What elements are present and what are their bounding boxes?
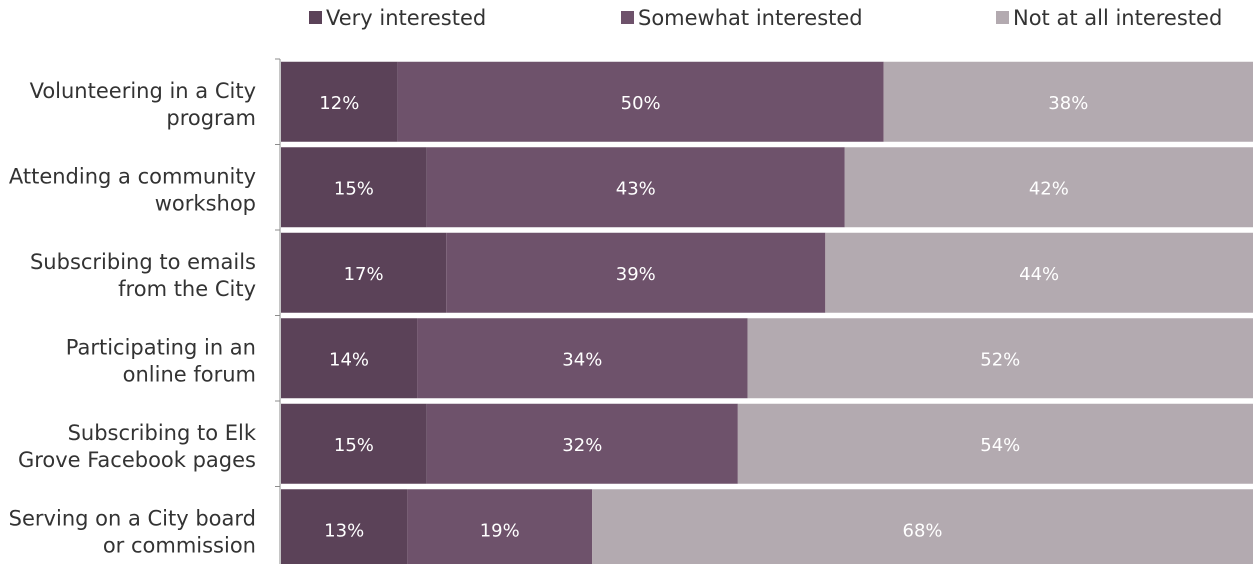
category-label: Volunteering in a City program xyxy=(30,79,256,130)
data-label: 50% xyxy=(621,93,661,114)
data-label: 42% xyxy=(1029,178,1069,199)
data-label: 15% xyxy=(334,178,374,199)
category-labels: Volunteering in a City program Attending a… xyxy=(9,79,257,558)
data-label: 44% xyxy=(1019,264,1059,285)
bar-segment xyxy=(281,61,398,142)
legend-swatch xyxy=(996,11,1009,24)
bars: 12% 50% 38% 15% 43% 42% 17% 39% 44% 14% 34% 52% 15% 3… xyxy=(281,61,1253,564)
category-label: Subscribing to emails from the City xyxy=(30,250,256,301)
category-axis xyxy=(275,58,281,564)
data-label: 15% xyxy=(334,435,374,456)
legend-item: Not at all interested xyxy=(996,6,1222,30)
legend-swatch xyxy=(309,11,322,24)
data-label: 32% xyxy=(562,435,602,456)
bar-segment xyxy=(426,403,738,484)
bar-segment xyxy=(747,318,1253,399)
bar-segment xyxy=(844,147,1253,228)
legend-item: Somewhat interested xyxy=(621,6,863,30)
data-label: 34% xyxy=(562,349,602,370)
bar-segment xyxy=(426,147,845,228)
data-label: 68% xyxy=(903,520,943,541)
legend-item: Very interested xyxy=(309,6,486,30)
bar-segment xyxy=(446,232,826,313)
legend-label: Very interested xyxy=(326,6,486,30)
legend-label: Somewhat interested xyxy=(638,6,863,30)
bar-segment xyxy=(281,232,447,313)
bar-segment xyxy=(281,403,427,484)
bar-segment xyxy=(281,489,408,564)
category-label: Participating in an online forum xyxy=(66,335,256,386)
legend: Very interested Somewhat interested Not at… xyxy=(309,6,1222,30)
bar-segment xyxy=(281,318,418,399)
data-label: 39% xyxy=(616,264,656,285)
bar-segment xyxy=(825,232,1253,313)
data-label: 54% xyxy=(980,435,1020,456)
bar-segment xyxy=(281,147,427,228)
category-label: Attending a community workshop xyxy=(9,164,256,215)
bar-segment xyxy=(417,318,748,399)
bar-segment xyxy=(883,61,1253,142)
data-label: 19% xyxy=(480,520,520,541)
data-label: 14% xyxy=(329,349,369,370)
legend-label: Not at all interested xyxy=(1013,6,1222,30)
legend-swatch xyxy=(621,11,634,24)
bar-segment xyxy=(737,403,1253,484)
bar-segment xyxy=(407,489,593,564)
bar-segment xyxy=(397,61,884,142)
data-label: 38% xyxy=(1048,93,1088,114)
category-label: Serving on a City board or commission xyxy=(9,506,256,557)
bar-segment xyxy=(592,489,1253,564)
data-label: 17% xyxy=(344,264,384,285)
category-label: Subscribing to Elk Grove Facebook pages xyxy=(18,421,257,472)
data-label: 43% xyxy=(616,178,656,199)
data-label: 13% xyxy=(324,520,364,541)
data-label: 12% xyxy=(319,93,359,114)
data-label: 52% xyxy=(980,349,1020,370)
